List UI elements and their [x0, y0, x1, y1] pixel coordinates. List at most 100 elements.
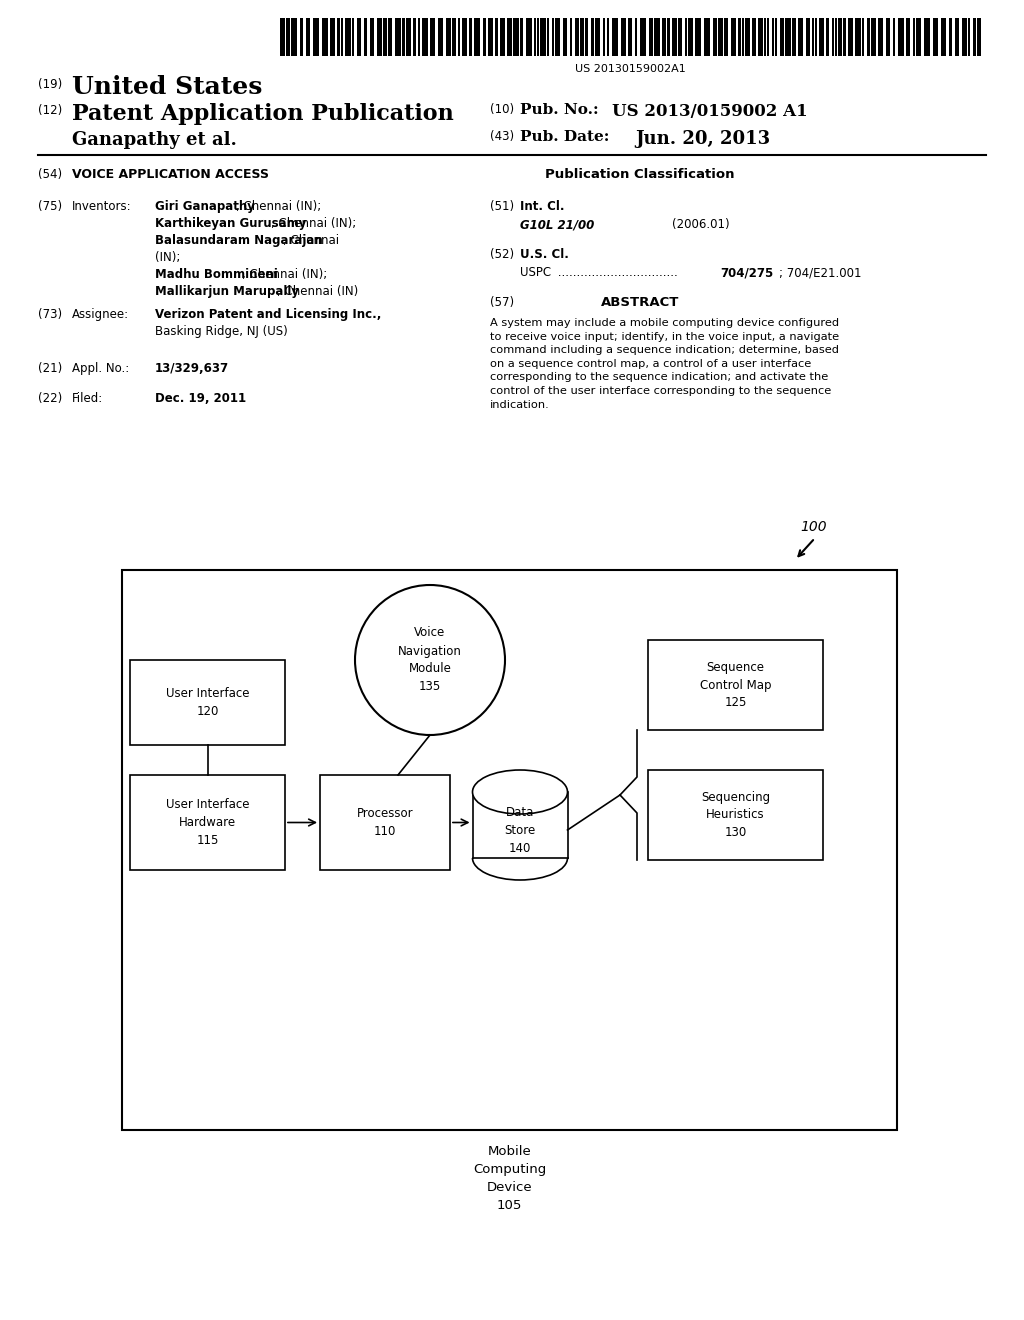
Bar: [330, 18, 335, 55]
Bar: [122, 570, 897, 1130]
Bar: [306, 18, 310, 55]
Bar: [764, 18, 766, 55]
Bar: [418, 18, 420, 55]
Text: Data
Store
140: Data Store 140: [505, 805, 536, 854]
Bar: [843, 18, 846, 55]
Bar: [526, 18, 532, 55]
Bar: [563, 18, 567, 55]
Text: (21): (21): [38, 362, 62, 375]
Bar: [472, 770, 567, 880]
Text: ; 704/E21.001: ; 704/E21.001: [779, 267, 861, 279]
Text: Sequencing
Heuristics
130: Sequencing Heuristics 130: [701, 791, 770, 840]
Text: G10L 21/00: G10L 21/00: [520, 218, 594, 231]
Bar: [474, 18, 480, 55]
Bar: [345, 18, 351, 55]
Text: Assignee:: Assignee:: [72, 308, 129, 321]
Text: (12): (12): [38, 104, 62, 117]
Bar: [955, 18, 959, 55]
Bar: [322, 18, 328, 55]
Bar: [662, 18, 666, 55]
Text: (43): (43): [490, 129, 514, 143]
Bar: [406, 18, 411, 55]
Text: , Chennai (IN);: , Chennai (IN);: [237, 201, 322, 213]
Bar: [812, 18, 814, 55]
Bar: [688, 18, 693, 55]
Bar: [718, 18, 723, 55]
Bar: [395, 18, 401, 55]
Bar: [413, 18, 416, 55]
Bar: [758, 18, 763, 55]
Bar: [337, 18, 340, 55]
Bar: [913, 18, 915, 55]
Bar: [742, 18, 744, 55]
Bar: [500, 18, 505, 55]
Bar: [130, 660, 285, 744]
Bar: [520, 18, 523, 55]
Bar: [635, 18, 637, 55]
Bar: [780, 18, 784, 55]
Bar: [537, 18, 539, 55]
Text: (57): (57): [490, 296, 514, 309]
Bar: [678, 18, 682, 55]
Bar: [462, 18, 467, 55]
Bar: [286, 18, 290, 55]
Text: , Chennai (IN);: , Chennai (IN);: [271, 216, 356, 230]
Text: Sequence
Control Map
125: Sequence Control Map 125: [699, 660, 771, 710]
Bar: [713, 18, 717, 55]
Text: (IN);: (IN);: [155, 251, 184, 264]
Text: Giri Ganapathy: Giri Ganapathy: [155, 201, 255, 213]
Bar: [775, 18, 777, 55]
Bar: [898, 18, 904, 55]
Text: ................................: ................................: [554, 267, 678, 279]
Bar: [607, 18, 609, 55]
Bar: [300, 18, 303, 55]
Bar: [672, 18, 677, 55]
Text: Filed:: Filed:: [72, 392, 103, 405]
Bar: [130, 775, 285, 870]
Text: U.S. Cl.: U.S. Cl.: [520, 248, 569, 261]
Bar: [893, 18, 895, 55]
Bar: [364, 18, 367, 55]
Bar: [826, 18, 829, 55]
Bar: [534, 18, 536, 55]
Bar: [648, 640, 823, 730]
Bar: [402, 18, 406, 55]
Bar: [438, 18, 443, 55]
Text: , Chennai (IN): , Chennai (IN): [276, 285, 358, 298]
Bar: [949, 18, 952, 55]
Text: Publication Classification: Publication Classification: [545, 168, 735, 181]
Bar: [916, 18, 921, 55]
Bar: [507, 18, 512, 55]
Bar: [792, 18, 796, 55]
Text: US 2013/0159002 A1: US 2013/0159002 A1: [612, 103, 808, 120]
Text: Mobile
Computing
Device
105: Mobile Computing Device 105: [473, 1144, 546, 1212]
Bar: [977, 18, 981, 55]
Text: Verizon Patent and Licensing Inc.,: Verizon Patent and Licensing Inc.,: [155, 308, 381, 321]
Bar: [831, 18, 834, 55]
Bar: [540, 18, 546, 55]
Text: United States: United States: [72, 75, 262, 99]
Bar: [855, 18, 861, 55]
Text: 13/329,637: 13/329,637: [155, 362, 229, 375]
Bar: [648, 770, 823, 861]
Text: 100: 100: [800, 520, 826, 535]
Bar: [612, 18, 618, 55]
Bar: [341, 18, 343, 55]
Bar: [815, 18, 817, 55]
Bar: [547, 18, 549, 55]
Bar: [838, 18, 842, 55]
Text: (75): (75): [38, 201, 62, 213]
Bar: [377, 18, 382, 55]
Bar: [724, 18, 728, 55]
Text: Mallikarjun Marupally: Mallikarjun Marupally: [155, 285, 299, 298]
Text: US 20130159002A1: US 20130159002A1: [574, 63, 685, 74]
Text: Madhu Bommineni: Madhu Bommineni: [155, 268, 278, 281]
Bar: [570, 18, 572, 55]
Bar: [667, 18, 670, 55]
Bar: [483, 18, 486, 55]
Bar: [924, 18, 930, 55]
Bar: [291, 18, 297, 55]
Bar: [962, 18, 967, 55]
Bar: [580, 18, 584, 55]
Text: USPC: USPC: [520, 267, 551, 279]
